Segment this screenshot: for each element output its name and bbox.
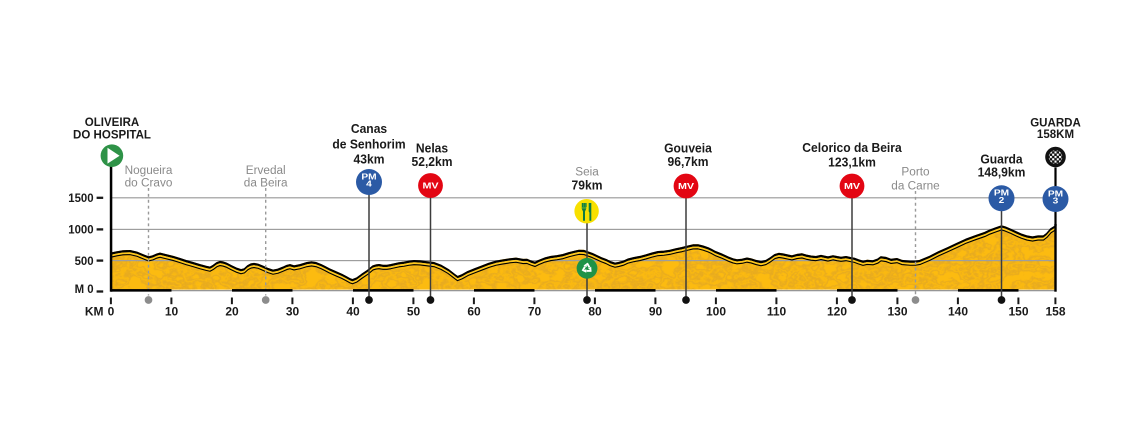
svg-text:da Carne: da Carne bbox=[891, 178, 940, 192]
svg-text:96,7km: 96,7km bbox=[667, 155, 708, 169]
svg-text:MV: MV bbox=[678, 182, 695, 192]
svg-text:1000: 1000 bbox=[68, 223, 94, 236]
svg-text:Porto: Porto bbox=[901, 164, 929, 178]
svg-text:80: 80 bbox=[588, 305, 602, 319]
svg-text:158: 158 bbox=[1045, 305, 1065, 319]
svg-text:40: 40 bbox=[346, 305, 360, 319]
svg-text:Gouveia: Gouveia bbox=[664, 141, 712, 155]
svg-text:KM: KM bbox=[85, 305, 104, 319]
svg-text:MV: MV bbox=[844, 182, 861, 192]
svg-text:OLIVEIRA: OLIVEIRA bbox=[85, 115, 140, 129]
svg-text:DO HOSPITAL: DO HOSPITAL bbox=[73, 127, 151, 141]
svg-text:Guarda: Guarda bbox=[980, 152, 1022, 166]
svg-text:148,9km: 148,9km bbox=[978, 165, 1026, 179]
svg-text:10: 10 bbox=[165, 305, 179, 319]
svg-text:PM: PM bbox=[361, 171, 376, 181]
svg-text:100: 100 bbox=[706, 305, 726, 319]
svg-text:Canas: Canas bbox=[351, 122, 387, 136]
svg-text:3: 3 bbox=[1053, 195, 1059, 205]
svg-text:50: 50 bbox=[407, 305, 421, 319]
svg-text:52,2km: 52,2km bbox=[411, 155, 452, 169]
svg-text:2: 2 bbox=[999, 195, 1005, 205]
svg-text:PM: PM bbox=[994, 187, 1009, 197]
svg-text:Celorico da Beira: Celorico da Beira bbox=[802, 141, 902, 155]
svg-text:110: 110 bbox=[767, 305, 787, 319]
svg-text:70: 70 bbox=[528, 305, 542, 319]
svg-text:da Beira: da Beira bbox=[244, 175, 288, 189]
svg-text:43km: 43km bbox=[354, 152, 385, 166]
svg-text:GUARDA: GUARDA bbox=[1030, 115, 1081, 129]
svg-text:Nogueira: Nogueira bbox=[125, 163, 173, 177]
svg-text:20: 20 bbox=[225, 305, 239, 319]
svg-text:60: 60 bbox=[467, 305, 481, 319]
svg-text:130: 130 bbox=[887, 305, 907, 319]
svg-text:120: 120 bbox=[827, 305, 847, 319]
svg-text:140: 140 bbox=[948, 305, 968, 319]
svg-text:Nelas: Nelas bbox=[416, 141, 448, 155]
svg-text:79km: 79km bbox=[572, 178, 603, 192]
svg-text:90: 90 bbox=[649, 305, 663, 319]
svg-text:123,1km: 123,1km bbox=[828, 155, 876, 169]
svg-text:de Senhorim: de Senhorim bbox=[332, 137, 405, 151]
svg-text:150: 150 bbox=[1008, 305, 1028, 319]
svg-text:30: 30 bbox=[286, 305, 300, 319]
svg-text:158KM: 158KM bbox=[1037, 127, 1074, 141]
svg-text:1500: 1500 bbox=[68, 192, 94, 205]
svg-text:M 0: M 0 bbox=[75, 283, 94, 296]
svg-text:4: 4 bbox=[366, 178, 372, 188]
svg-text:MV: MV bbox=[422, 182, 439, 192]
svg-text:500: 500 bbox=[75, 255, 94, 268]
svg-text:Ervedal: Ervedal bbox=[246, 163, 286, 177]
svg-text:do Cravo: do Cravo bbox=[125, 175, 173, 189]
svg-text:Seia: Seia bbox=[575, 164, 599, 178]
svg-text:PM: PM bbox=[1048, 188, 1063, 198]
svg-text:0: 0 bbox=[108, 305, 115, 319]
